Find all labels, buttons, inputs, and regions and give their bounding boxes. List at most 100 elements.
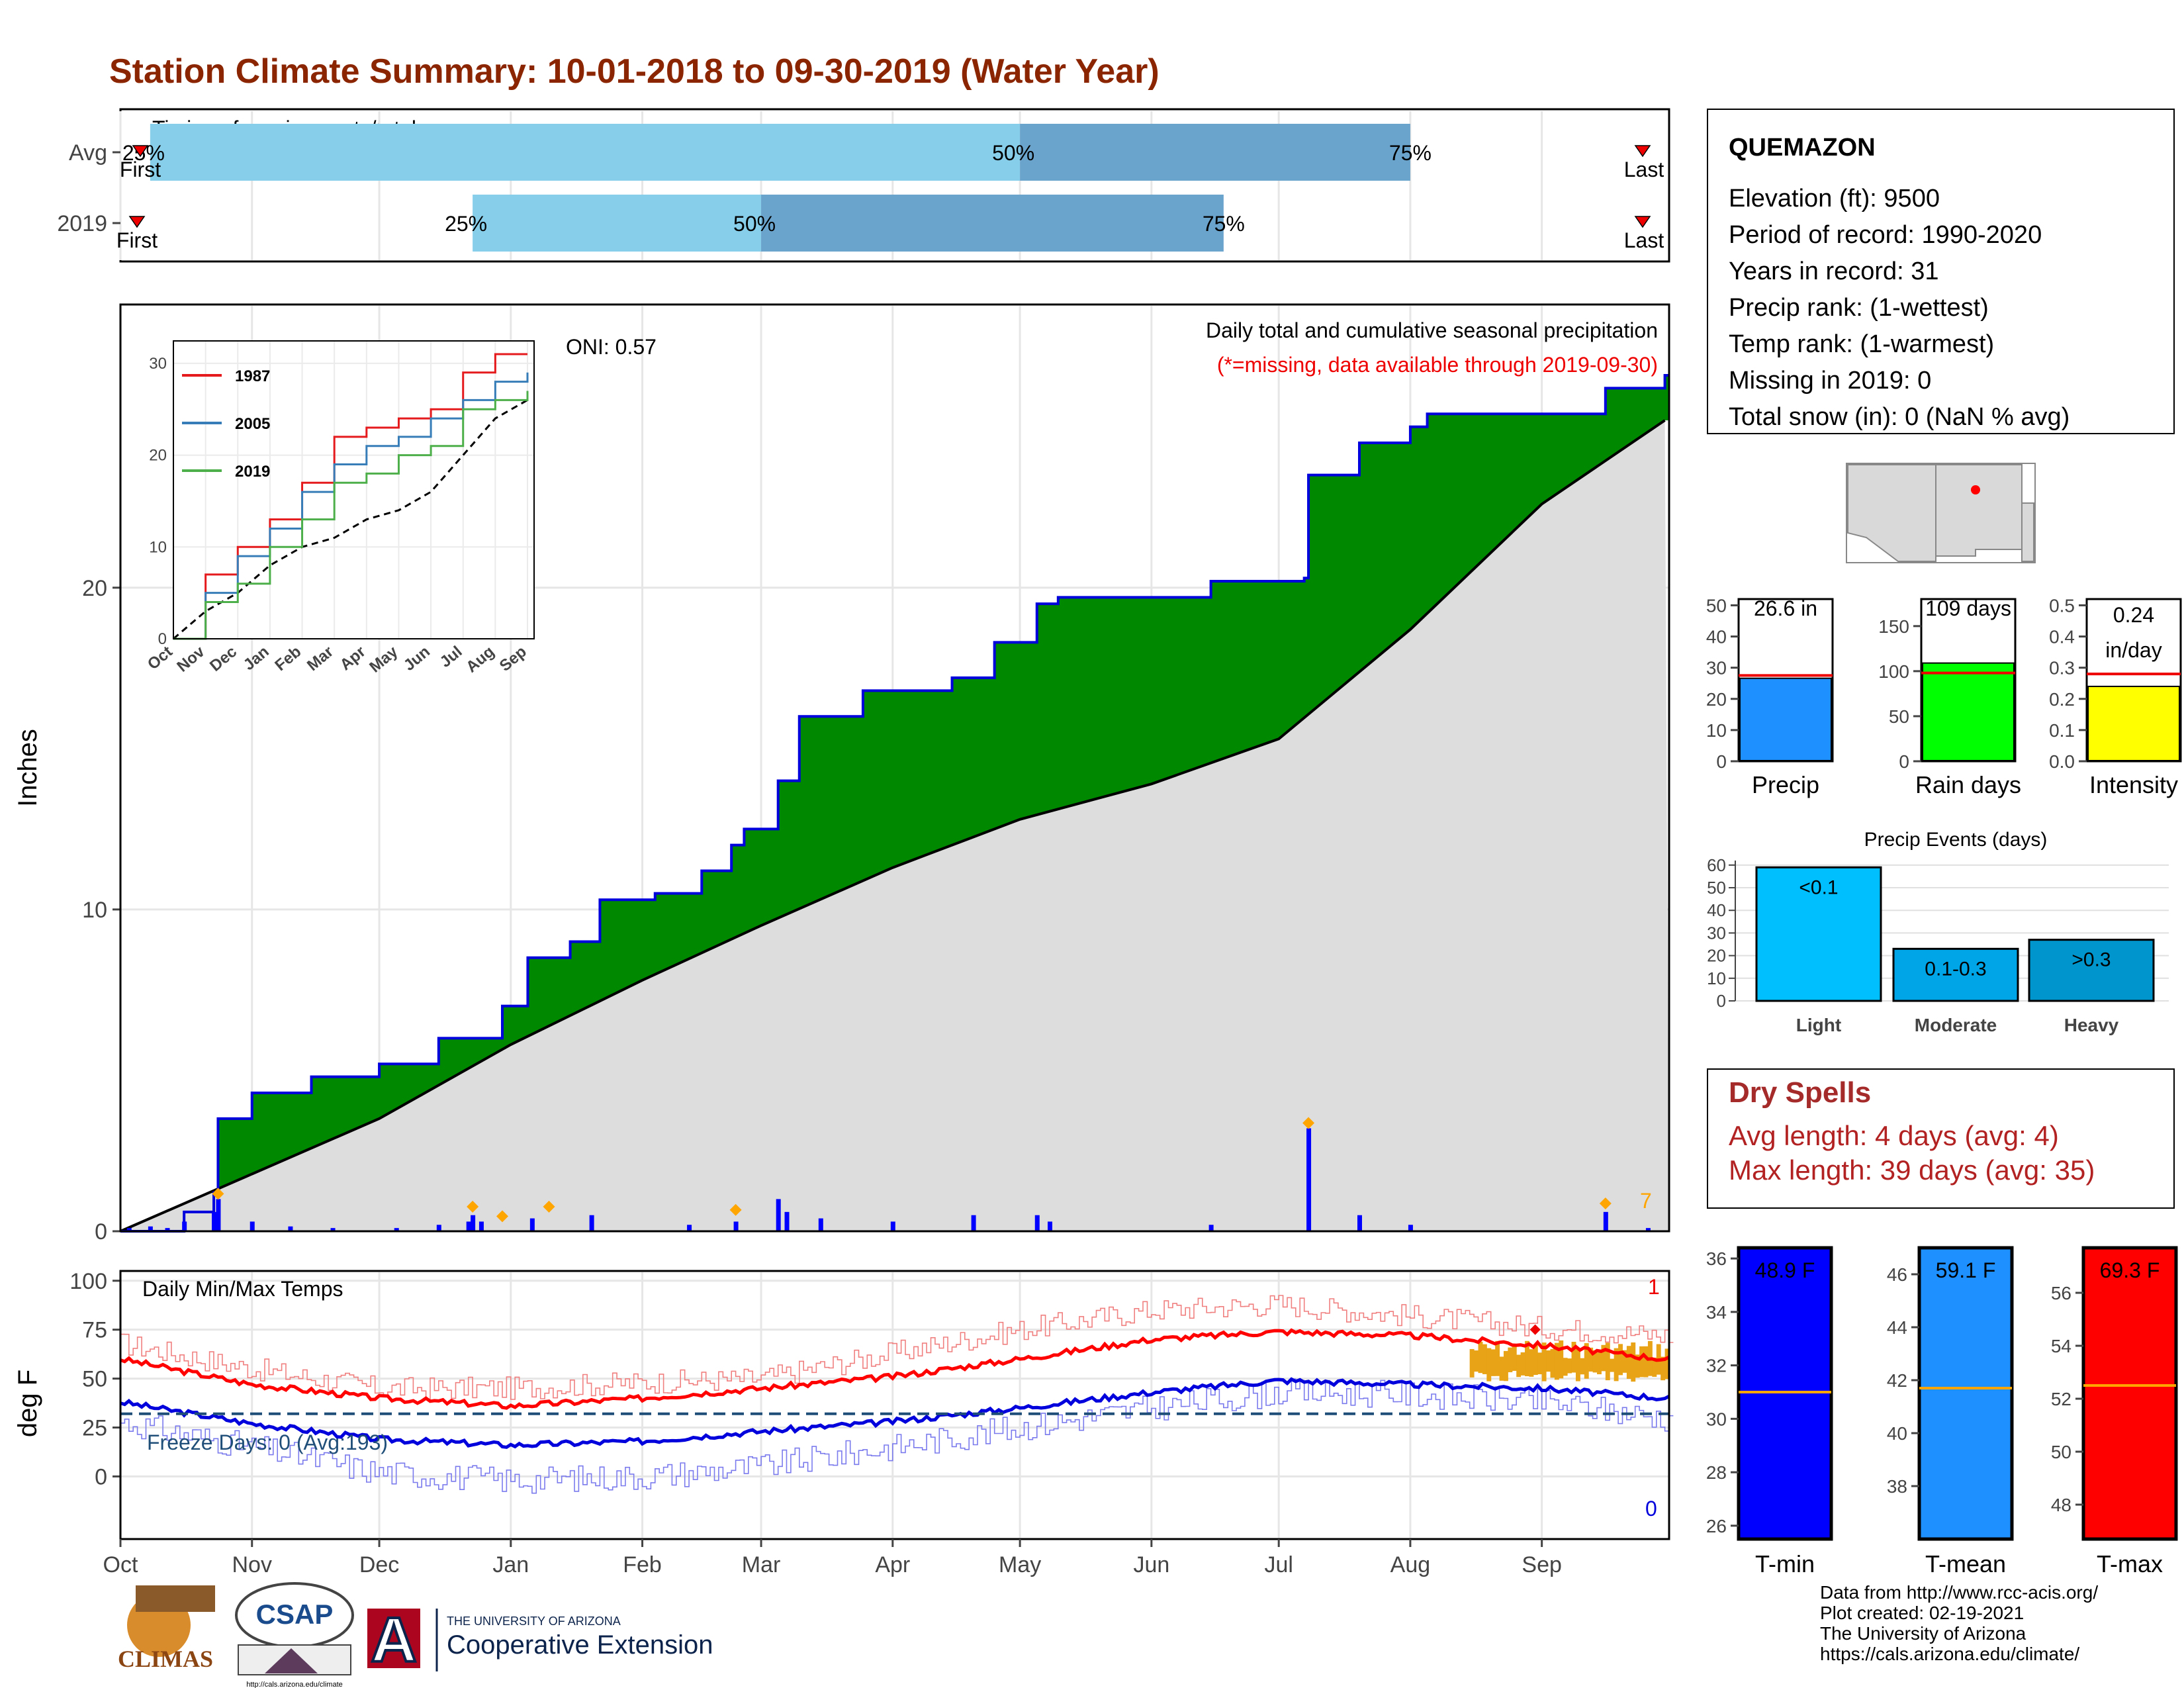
temp-anomaly-bar [1499, 1356, 1504, 1381]
ua-big: Cooperative Extension [447, 1630, 713, 1660]
map-new-mexico [1935, 464, 2023, 557]
daily-precip-bar [784, 1211, 790, 1231]
mini-bar-tick-label: 150 [1878, 616, 1909, 637]
events-category-label: Heavy [2064, 1015, 2119, 1035]
mini-bar-tick-label: 100 [1878, 661, 1909, 682]
record-high-marker [1529, 1324, 1541, 1335]
precip-panel: 0 10 20 Daily total and cumulative seasona… [13, 303, 1670, 1244]
temp-bar-axis-label: T-max [2097, 1550, 2163, 1577]
mini-bar-value-label: 26.6 in [1754, 596, 1817, 620]
timing-row-label: 2019 [57, 211, 107, 236]
timing-pct-label: 50% [992, 141, 1034, 165]
temp-y-tick-label: 75 [82, 1318, 107, 1343]
temp-anomaly-bar [1520, 1352, 1525, 1376]
credit-line: Data from http://www.rcc-acis.org/ [1820, 1582, 2099, 1603]
station-info-box: QUEMAZON Elevation (ft): 9500 Period of r… [1707, 109, 2175, 434]
temp-frame [119, 1270, 1670, 1540]
temp-bar [1917, 1246, 2014, 1541]
inset-frame-bg [173, 341, 534, 639]
temperature-bars: 26 28 30 32 34 36 48.9 F T-min 38 40 42 44 46 59.1 F T… [1706, 1246, 2178, 1577]
temp-bar-axis-label: T-mean [1925, 1550, 2006, 1577]
temp-frame-bg [120, 1271, 1669, 1539]
temp-anomaly-bar [1626, 1346, 1631, 1379]
temp-y-tick-label: 25 [82, 1415, 107, 1440]
temperature-panel: 0 25 50 75 100 Daily Min/Max Temps Freeze Da… [13, 1269, 1674, 1577]
mini-bar-axis-label: Precip [1752, 771, 1819, 798]
timing-bar-dark [761, 195, 1224, 252]
month-tick-label: Aug [1390, 1552, 1431, 1577]
mini-bar-value-label: 0.24 [2113, 603, 2154, 627]
temp-anomaly-bar [1635, 1354, 1640, 1378]
events-bar-label: >0.3 [2071, 949, 2111, 971]
month-tick-label: Sep [1522, 1552, 1562, 1577]
daily-precip-bar [126, 1228, 132, 1231]
mini-bar-axis-label: Intensity [2089, 771, 2178, 798]
temp-anomaly-bar [1588, 1347, 1594, 1372]
temp-bar-tick-label: 44 [1887, 1317, 1907, 1338]
mini-bar-fill [1922, 662, 2015, 762]
temp-anomaly-bar [1533, 1344, 1538, 1376]
climas-logo: CLIMAS [118, 1585, 215, 1672]
temp-anomaly-bar [1643, 1346, 1649, 1378]
daily-precip-bar [394, 1228, 399, 1231]
dry-max: Max length: 39 days (avg: 35) [1729, 1154, 2095, 1186]
events-category-label: Light [1796, 1015, 1841, 1035]
month-tick-label: Nov [232, 1552, 272, 1577]
temp-anomaly-bar [1639, 1346, 1645, 1378]
mini-bar-tick-label: 0.0 [2049, 751, 2075, 772]
mini-bar-tick-label: 0.4 [2049, 627, 2075, 647]
info-frame [1707, 109, 2175, 434]
temp-bar-tick-label: 34 [1706, 1302, 1727, 1323]
daily-precip-bar [330, 1228, 336, 1231]
inset-y-tick-label: 20 [149, 447, 167, 465]
temp-anomaly-bar [1474, 1350, 1479, 1372]
timing-pct-label: 25% [122, 141, 165, 165]
temp-anomaly-bar [1508, 1347, 1513, 1372]
min-count-label: 0 [1645, 1497, 1657, 1521]
mini-bar-tick-label: 0.2 [2049, 689, 2075, 710]
month-tick-label: Mar [742, 1552, 781, 1577]
last-label: Last [1624, 158, 1664, 181]
events-tick-label: 0 [1717, 991, 1726, 1011]
oni-label: ONI: 0.57 [566, 335, 657, 359]
ua-letter: A [371, 1605, 416, 1675]
mini-bar-tick-label: 10 [1706, 720, 1727, 741]
last-marker [1634, 145, 1651, 158]
temp-bar-tick-label: 46 [1887, 1264, 1907, 1285]
temp-anomaly-bar [1554, 1342, 1559, 1380]
month-tick-label: Apr [875, 1552, 910, 1577]
temp-anomaly-bar [1610, 1358, 1615, 1372]
temp-anomaly-bar [1618, 1344, 1623, 1376]
inset-series-line [173, 372, 529, 640]
temp-y-tick-label: 50 [82, 1367, 107, 1392]
inset-legend-label: 1987 [235, 367, 270, 385]
temp-bar-tick-label: 54 [2051, 1336, 2071, 1356]
temp-anomaly-bar [1550, 1348, 1555, 1378]
credit-line: Plot created: 02-19-2021 [1820, 1603, 2025, 1623]
temp-anomaly-bar [1512, 1344, 1517, 1371]
event-marker [496, 1210, 508, 1223]
dry-avg: Avg length: 4 days (avg: 4) [1729, 1120, 2059, 1151]
temp-anomaly-bar [1592, 1350, 1598, 1373]
temp-anomaly-bar [1486, 1348, 1492, 1382]
mini-bar-fill [1739, 677, 1832, 762]
temp-title: Daily Min/Max Temps [142, 1277, 343, 1301]
precip-y-tick-label: 0 [95, 1219, 107, 1244]
dry-spells-box: Dry Spells Avg length: 4 days (avg: 4) M… [1707, 1068, 2175, 1209]
average-cumulative-line [120, 419, 1666, 1233]
station-name: QUEMAZON [1729, 134, 1876, 162]
inset-average-line [173, 399, 528, 640]
temp-anomaly-bar [1631, 1342, 1636, 1382]
daily-precip-bar [1048, 1221, 1052, 1231]
csap-text: CSAP [256, 1599, 334, 1630]
temp-anomaly-bar [1490, 1349, 1496, 1376]
temp-bar-tick-label: 26 [1706, 1516, 1727, 1536]
daily-precip-bar [589, 1215, 594, 1231]
temp-anomaly-bar [1495, 1340, 1500, 1376]
timing-bar-light [473, 195, 762, 252]
info-line: Total snow (in): 0 (NaN % avg) [1729, 403, 2070, 431]
temp-anomaly-bar [1622, 1350, 1627, 1373]
temp-bar [2081, 1246, 2178, 1541]
first-marker [128, 216, 146, 228]
daily-precip-bar [818, 1218, 823, 1231]
